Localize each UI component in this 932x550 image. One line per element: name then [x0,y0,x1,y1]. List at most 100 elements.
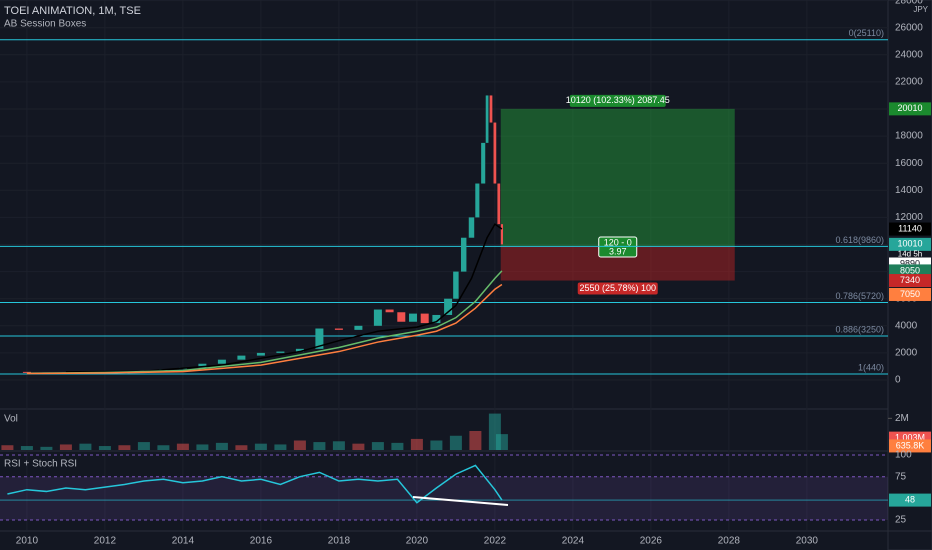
x-tick-label: 2020 [406,536,429,547]
moving-average [26,283,503,375]
candle [468,217,475,238]
volume-bar [469,431,482,450]
candle [397,312,406,322]
candle [485,95,489,143]
y-tick-label: 25 [895,515,907,526]
moving-average [65,223,503,373]
y-tick-label: 2000 [895,348,918,359]
volume-bar [235,445,248,450]
fib-label: 0.786(5720) [835,291,884,301]
fib-label: 1(440) [858,362,884,372]
y-tick-label: 4000 [895,320,918,331]
volume-bar [79,443,92,450]
x-tick-label: 2022 [484,536,507,547]
rsi-band [0,476,888,521]
countdown: 14d 5h [898,249,922,258]
candle [489,95,493,123]
volume-ma-box [889,439,931,453]
candle [453,271,459,299]
volume-last: 1.003M [895,432,925,442]
label-box [577,282,658,295]
moving-average [26,270,503,374]
fib-label: 0.618(9860) [835,235,884,245]
rsi-last: 48 [905,494,915,504]
center-label: 120 - 0 [604,237,632,247]
y-tick-label: 2M [895,413,909,424]
volume-ma: 635.8K [896,440,925,450]
candle [444,298,453,315]
rsi-title[interactable]: RSI + Stoch RSI [4,459,77,470]
candle [373,309,382,326]
volume-bar [59,444,72,450]
ma-price: 11140 [898,223,922,233]
ma-price-box [889,222,931,236]
volume-bar [293,440,306,450]
candle [497,183,501,225]
y-tick-label: 75 [895,471,907,482]
target-label: 10120 (102.33%) 2087.45 [566,95,670,105]
target-price-box [889,102,931,116]
stop-price: 7340 [900,275,920,285]
stop-label: 2550 (25.78%) 100 [579,283,656,293]
volume-bar [313,442,326,450]
volume-bar [254,443,267,450]
volume-bar [352,443,365,450]
candle [334,328,343,330]
volume-bar [20,446,33,450]
y-tick-label: 28000 [895,0,923,6]
candle [481,142,486,184]
fib-label: 0.886(3250) [835,324,884,334]
last-price: 10010 [897,239,922,249]
candle [198,363,207,368]
ma-price: 7050 [900,289,920,299]
x-tick-label: 2012 [94,536,117,547]
volume-bar [332,441,345,450]
y-tick-label: 14000 [895,185,923,196]
stop-price-box [889,274,931,288]
candle [408,313,417,322]
symbol-title[interactable]: TOEI ANIMATION, 1M, TSE [4,5,141,17]
x-tick-label: 2030 [796,536,819,547]
x-tick-label: 2016 [250,536,273,547]
volume-bar [410,438,423,450]
rsi-last-box [889,493,931,507]
y-tick-label: 16000 [895,158,923,169]
x-tick-label: 2010 [16,536,39,547]
indicator-name[interactable]: AB Session Boxes [4,19,86,30]
volume-bar [371,442,384,450]
candle [237,355,246,360]
volume-bar [430,440,443,450]
fib-label: 0(25110) [849,28,884,38]
volume-bar [391,442,404,450]
volume-bar [495,434,508,450]
candle [22,371,31,373]
candle [354,325,363,330]
x-tick-label: 2026 [640,536,663,547]
entry-price: 9890 [900,258,920,268]
candle [295,348,304,352]
volume-title[interactable]: Vol [4,414,18,425]
candle [385,309,394,313]
trend-line [412,496,509,506]
ma-price: 8050 [900,265,920,275]
volume-bar [196,444,209,450]
candle [500,224,504,245]
volume-bar [157,445,170,450]
last-price-box [889,237,931,251]
volume-bar [40,446,53,450]
ma-price-box [889,287,931,301]
volume-bar [215,442,228,450]
volume-bar [274,444,287,450]
candle [460,237,467,272]
candle [256,352,265,356]
candle [475,183,480,218]
y-tick-label: 18000 [895,131,923,142]
y-tick-label: 12000 [895,212,923,223]
candle [420,313,429,324]
y-tick-label: 22000 [895,77,923,88]
volume-bar [176,443,189,450]
y-tick-label: 100 [895,450,912,461]
candle [276,351,285,353]
